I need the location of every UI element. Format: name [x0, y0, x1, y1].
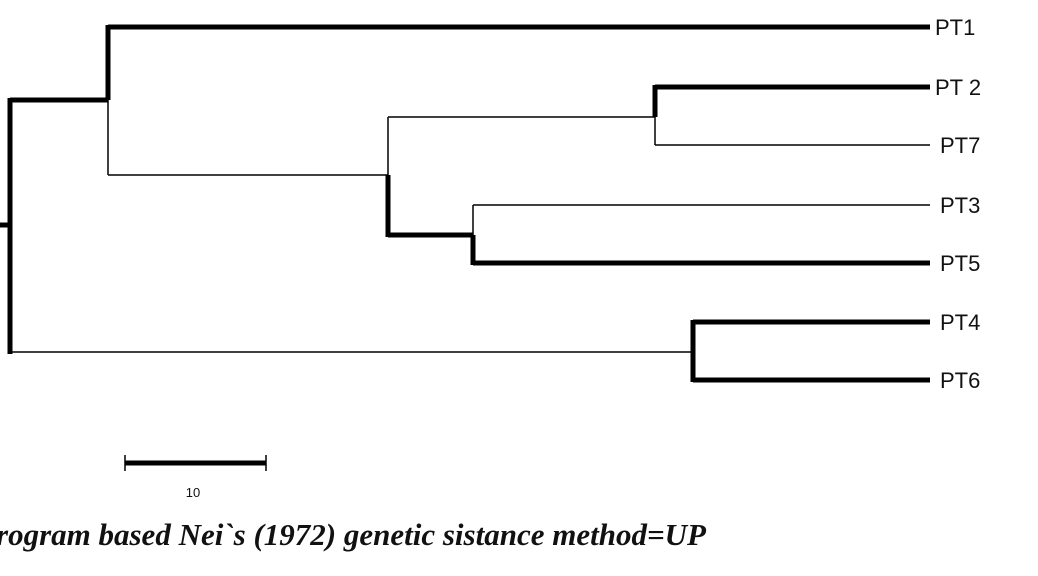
scale-bar: 10	[124, 455, 267, 500]
leaf-label: PT4	[940, 310, 980, 335]
leaf-label: PT3	[940, 193, 980, 218]
leaf-label: PT 2	[935, 75, 981, 100]
leaf-label: PT6	[940, 368, 980, 393]
tree-branches	[0, 24, 930, 383]
leaf-label: PT7	[940, 133, 980, 158]
scale-label: 10	[186, 485, 200, 500]
caption: rogram based Nei`s (1972) genetic sistan…	[0, 517, 707, 552]
leaf-label: PT5	[940, 251, 980, 276]
leaf-labels: PT1 PT 2 PT7 PT3 PT5 PT4 PT6	[935, 15, 981, 393]
leaf-label: PT1	[935, 15, 975, 40]
